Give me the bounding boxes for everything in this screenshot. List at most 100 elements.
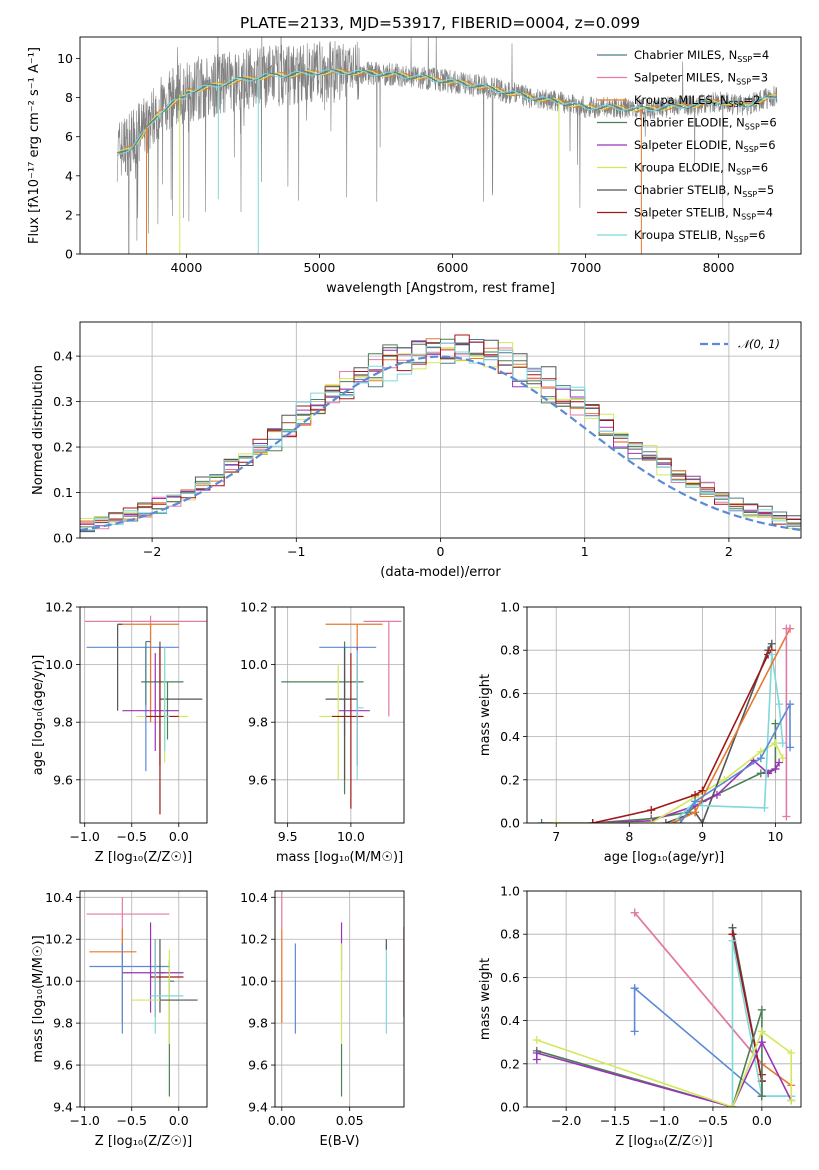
y-axis-label: mass weight [478,674,493,756]
plot-area [84,615,207,815]
y-tick-label: 10.2 [45,600,73,615]
y-tick-label: 9.8 [248,715,268,730]
x-tick-label: −2.0 [551,1113,581,1128]
weight-marker [775,758,784,767]
y-tick-label: 9.4 [53,1100,73,1115]
x-axis-label: E(B-V) [319,1134,359,1149]
y-tick-label: 9.6 [53,1058,73,1073]
y-tick-label: 0.6 [500,686,520,701]
x-tick-label: 0.05 [336,1113,364,1128]
normal-curve [80,355,801,532]
x-tick-label: 9.5 [278,829,298,844]
weight-marker [661,819,670,823]
x-tick-label: 10 [767,829,783,844]
model-line-chab_miles [116,69,777,154]
y-tick-label: 0.1 [53,485,73,500]
axes-frame [79,321,802,539]
x-tick-label: −0.5 [698,1113,728,1128]
weight-marker [786,624,795,633]
y-tick-label: 8 [65,90,73,105]
y-tick-label: 9.8 [53,1016,73,1031]
x-tick-label: −1.0 [649,1113,679,1128]
x-tick-label: −1 [287,544,305,559]
axes-frame [79,36,802,255]
legend-entry: Chabrier STELIB, NSSP=5 [634,183,774,199]
x-tick-label: 4000 [171,260,203,275]
y-tick-label: 0.0 [500,816,520,831]
axes-frame [526,606,802,824]
weight-marker [771,739,780,748]
plot-area [532,908,796,1107]
y-tick-label: 0.8 [500,927,520,942]
x-tick-label: −1.5 [600,1113,630,1128]
y-tick-label: 0.0 [500,1100,520,1115]
weight-marker [775,700,784,709]
weight-marker [669,819,678,823]
weight-marker [698,786,707,795]
weight-marker [630,908,639,917]
legend-entry: Salpeter STELIB, NSSP=4 [634,206,773,222]
axes-histogram: −2 −1 0 1 2 0.0 0.1 0.2 0.3 0.4 (data-model)/error… [31,321,802,580]
y-tick-label: 10.4 [240,890,268,905]
y-tick-label: 9.8 [248,1016,268,1031]
weight-marker [647,819,656,823]
y-tick-label: 0.4 [500,729,520,744]
weight-marker [787,1096,796,1105]
axes-frame [274,606,405,824]
weight-line [556,741,784,823]
x-axis-label: Z [log₁₀(Z/Z☉)] [95,850,192,865]
x-tick-label: 0 [437,544,445,559]
weight-marker [691,808,700,817]
plot-area [80,334,801,533]
y-tick-label: 0.4 [500,1013,520,1028]
weight-marker [771,719,780,728]
x-tick-label: −2 [143,544,161,559]
x-tick-label: −0.5 [117,1113,147,1128]
weight-marker [691,797,700,806]
y-tick-label: 10.4 [45,890,73,905]
weight-marker [676,819,685,823]
x-tick-label: 0.0 [169,1113,189,1128]
weight-marker [728,936,737,945]
x-axis-label: Z [log₁₀(Z/Z☉)] [615,1134,712,1149]
weight-marker [757,1092,766,1101]
axes-frame [79,606,208,824]
axes-age_vs_mass: 9.5 10.0 9.6 9.8 10.0 10.2 mass [log₁₀(M/M☉)] [240,600,405,865]
weight-marker [778,754,787,763]
weight-marker [537,819,546,823]
model-line-krou_stelib [117,69,777,155]
axes-frame [79,890,208,1108]
plot-area [281,891,404,1097]
y-tick-label: 10.0 [240,974,268,989]
legend-entry: Kroupa MILES, NSSP=2 [634,93,760,109]
weight-marker [771,765,780,773]
legend-entry: Chabrier ELODIE, NSSP=6 [634,116,777,132]
weight-marker [756,769,765,778]
y-axis-label: Normed distribution [31,365,46,495]
weight-marker [757,1038,766,1047]
y-tick-label: 0 [65,247,73,262]
y-tick-label: 0.2 [500,772,520,787]
legend-entry: Salpeter MILES, NSSP=3 [634,71,768,87]
y-tick-label: 9.6 [53,772,73,787]
x-tick-label: 5000 [304,260,336,275]
weight-marker [698,801,707,810]
y-tick-label: 0.2 [500,1056,520,1071]
y-tick-label: 6 [65,129,73,144]
y-tick-label: 10.0 [240,657,268,672]
y-tick-label: 4 [65,168,73,183]
x-tick-label: 7000 [570,260,602,275]
weight-line [536,1009,763,1107]
legend-entry: 𝒩(0, 1) [738,337,780,351]
weight-marker [532,1036,541,1045]
weight-marker [552,819,561,823]
weight-line [731,940,792,1107]
weight-marker [756,754,765,763]
x-tick-label: 9 [698,829,706,844]
axes-frame [526,890,802,1108]
weight-marker [787,1049,796,1057]
y-tick-label: 9.4 [248,1100,268,1115]
y-tick-label: 10.2 [240,600,268,615]
x-tick-label: 6000 [437,260,469,275]
